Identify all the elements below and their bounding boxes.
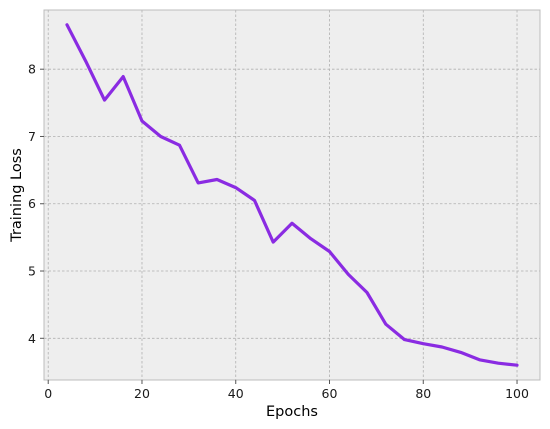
- data-point: [215, 178, 219, 181]
- data-point: [309, 237, 312, 240]
- x-tick-label: 100: [505, 386, 529, 401]
- x-tick-label: 80: [415, 386, 431, 401]
- plot-background: [44, 10, 540, 380]
- data-point: [328, 250, 331, 253]
- data-point: [140, 119, 144, 123]
- x-tick-label: 20: [134, 386, 150, 401]
- data-point: [478, 358, 481, 362]
- data-point: [122, 75, 125, 78]
- data-point: [234, 186, 237, 189]
- y-tick-label: 6: [28, 196, 36, 211]
- y-tick-label: 5: [28, 264, 36, 279]
- x-tick-label: 0: [44, 386, 52, 401]
- y-axis-label: Training Loss: [9, 148, 25, 243]
- data-point: [253, 199, 256, 202]
- data-point: [459, 351, 462, 354]
- grid-lines: [44, 10, 540, 380]
- plot-frame: [43, 9, 541, 381]
- data-point: [384, 322, 387, 326]
- data-point: [403, 338, 406, 341]
- data-point: [497, 361, 500, 365]
- data-point: [197, 181, 200, 185]
- data-point: [178, 144, 181, 147]
- data-point: [65, 23, 69, 26]
- axis-ticks: 0 20 40 60 80 100 4 5 6 7 8: [28, 62, 529, 401]
- x-tick-label: 60: [322, 386, 338, 401]
- data-point: [365, 291, 369, 294]
- data-point: [103, 98, 106, 102]
- series-layer: [65, 23, 519, 367]
- y-tick-label: 7: [28, 129, 36, 144]
- y-tick-label: 8: [28, 62, 36, 77]
- data-point: [440, 345, 444, 349]
- data-point: [84, 59, 87, 63]
- y-tick-label: 4: [28, 331, 36, 346]
- data-point: [515, 364, 519, 367]
- x-tick-label: 40: [228, 386, 244, 401]
- data-point: [272, 240, 275, 244]
- data-point: [159, 135, 162, 138]
- data-point: [422, 342, 425, 345]
- data-point: [290, 222, 294, 225]
- data-point: [347, 273, 350, 276]
- x-axis-label: Epochs: [266, 404, 318, 420]
